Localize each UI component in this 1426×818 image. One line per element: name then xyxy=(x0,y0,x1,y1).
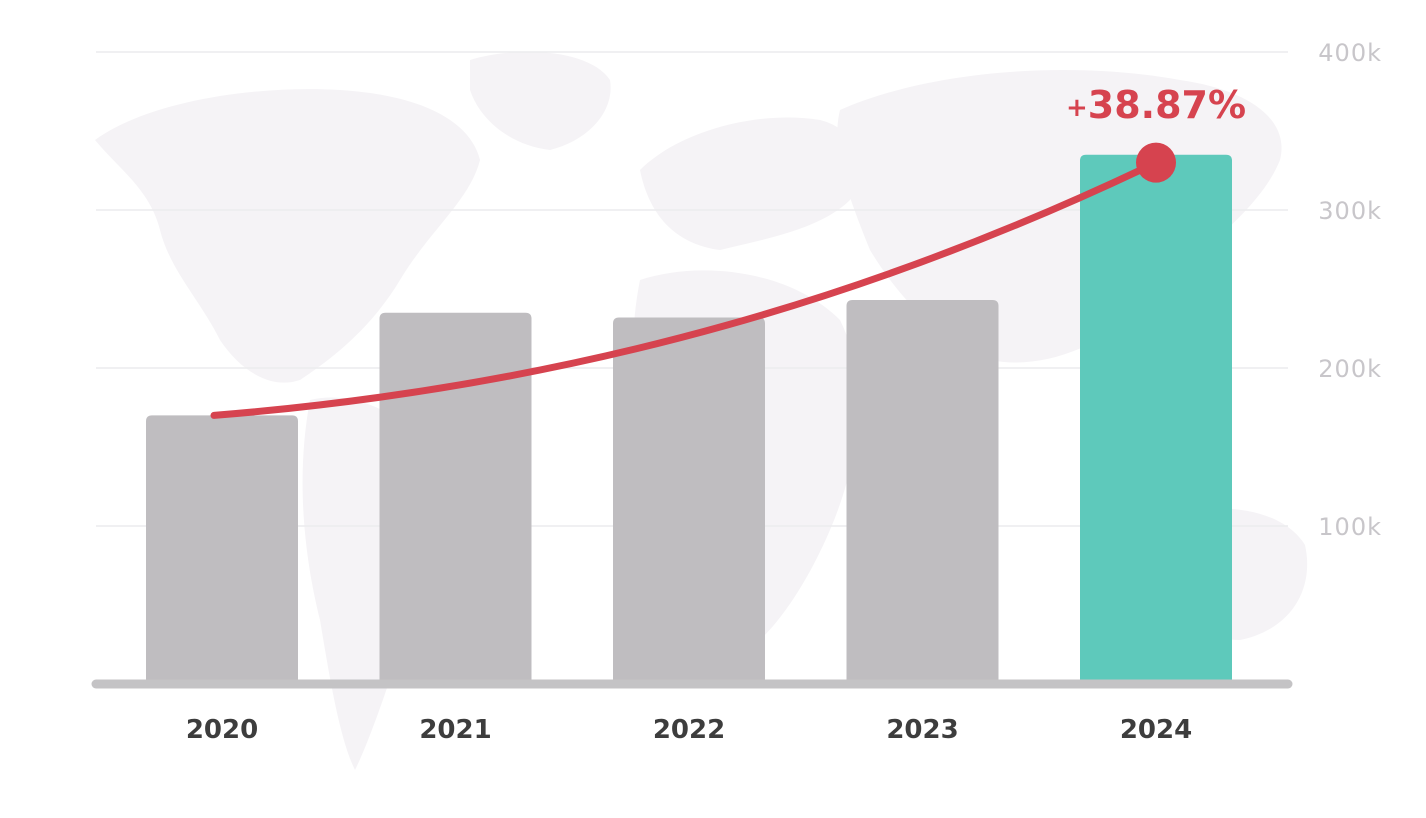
bar-2022 xyxy=(613,317,765,684)
y-tick-label-200k: 200k xyxy=(1318,355,1382,383)
map-north-america xyxy=(95,89,480,383)
y-tick-label-400k: 400k xyxy=(1318,39,1382,67)
x-tick-label-2023: 2023 xyxy=(886,715,958,745)
x-axis-tick-labels: 2020 2021 2022 2023 2024 xyxy=(186,715,1192,745)
bars xyxy=(146,154,1232,684)
x-tick-label-2022: 2022 xyxy=(653,715,725,745)
bar-2023 xyxy=(846,300,999,684)
bar-2024 xyxy=(1080,154,1232,684)
map-europe xyxy=(640,117,860,250)
x-tick-label-2021: 2021 xyxy=(419,715,491,745)
y-tick-label-300k: 300k xyxy=(1318,197,1382,225)
x-tick-label-2020: 2020 xyxy=(186,715,258,745)
bar-2020 xyxy=(146,415,298,684)
trend-line xyxy=(210,159,1160,419)
y-axis-tick-labels: 100k 200k 300k 400k xyxy=(1318,39,1382,541)
trend-end-marker xyxy=(1136,142,1176,183)
bar-2021 xyxy=(379,312,532,684)
y-tick-label-100k: 100k xyxy=(1318,513,1382,541)
map-asia xyxy=(837,70,1282,363)
map-greenland xyxy=(470,51,611,150)
x-tick-label-2024: 2024 xyxy=(1120,715,1192,745)
growth-annotation: +38.87% xyxy=(1066,83,1246,127)
